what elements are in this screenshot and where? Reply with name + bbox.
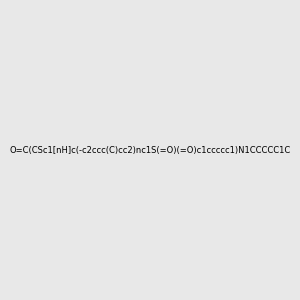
Text: O=C(CSc1[nH]c(-c2ccc(C)cc2)nc1S(=O)(=O)c1ccccc1)N1CCCCC1C: O=C(CSc1[nH]c(-c2ccc(C)cc2)nc1S(=O)(=O)c… xyxy=(9,146,291,154)
